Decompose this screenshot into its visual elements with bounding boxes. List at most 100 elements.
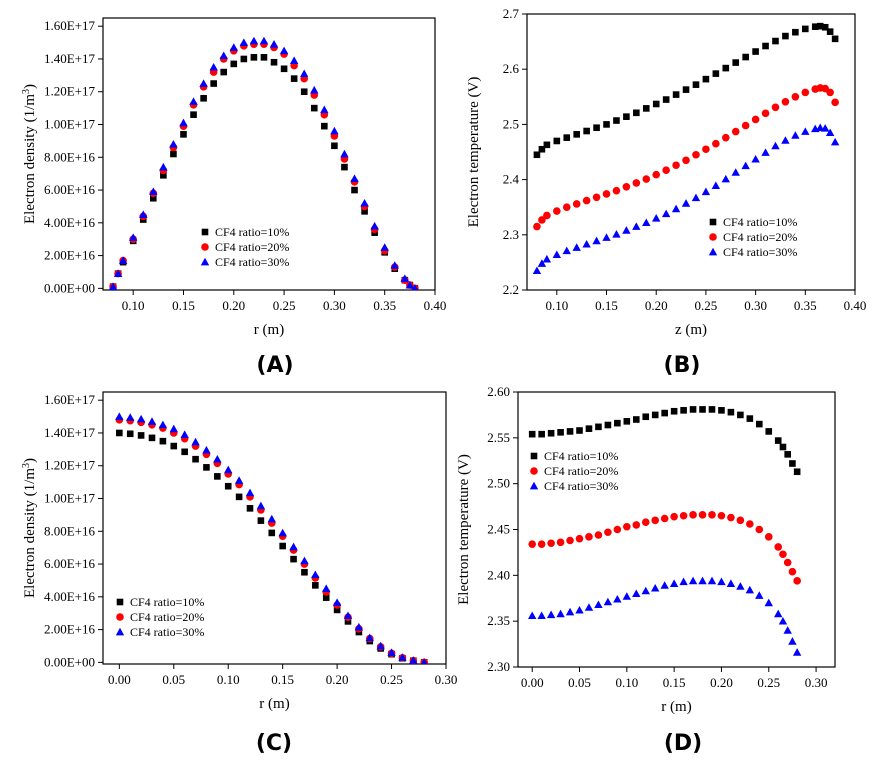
data-point-3 (330, 126, 339, 135)
data-point-3 (249, 36, 259, 45)
data-point-3 (830, 137, 840, 146)
data-point-3 (622, 226, 631, 234)
data-point-3 (267, 514, 276, 523)
data-point-1 (614, 419, 621, 427)
data-point-3 (199, 79, 208, 87)
data-point-2 (741, 121, 750, 130)
data-point-3 (681, 199, 691, 207)
x-tick-label: 0.25 (273, 298, 296, 313)
y-tick-label: 8.00E+16 (44, 523, 96, 538)
x-tick-label: 0.35 (794, 298, 817, 313)
data-point-2 (692, 150, 700, 159)
legend-marker (200, 257, 210, 266)
legend-label: CF4 ratio=20% (130, 610, 204, 624)
data-point-2 (660, 514, 669, 523)
y-tick-label: 1.20E+17 (44, 84, 96, 99)
y-tick-label: 2.45 (487, 522, 510, 537)
y-tick-label: 0.00E+00 (44, 654, 95, 669)
data-point-1 (310, 104, 318, 112)
data-point-2 (736, 516, 745, 525)
data-point-2 (788, 567, 797, 576)
x-tick-label: 0.35 (373, 298, 396, 313)
data-point-2 (594, 531, 603, 539)
data-point-3 (642, 218, 651, 227)
data-point-2 (793, 577, 801, 585)
x-tick-label: 0.05 (162, 672, 185, 687)
data-point-1 (246, 505, 254, 512)
data-point-1 (593, 124, 600, 132)
data-point-1 (270, 58, 278, 66)
data-point-1 (732, 59, 740, 66)
legend-marker (116, 598, 124, 606)
data-point-1 (632, 416, 640, 423)
data-point-3 (527, 611, 537, 620)
data-point-3 (179, 118, 188, 127)
data-point-1 (300, 88, 308, 96)
data-point-3 (717, 577, 726, 586)
data-point-3 (300, 556, 309, 565)
legend-label: CF4 ratio=10% (130, 595, 204, 609)
y-tick-label: 2.35 (487, 613, 510, 628)
data-point-3 (542, 254, 552, 263)
data-point-2 (751, 115, 760, 124)
data-point-3 (234, 476, 244, 484)
data-point-1 (772, 37, 779, 45)
data-point-3 (584, 603, 594, 611)
data-point-3 (783, 626, 792, 634)
data-point-3 (370, 221, 379, 230)
data-point-2 (528, 540, 536, 548)
data-point-3 (139, 210, 148, 218)
data-point-3 (820, 124, 830, 132)
data-point-3 (332, 598, 342, 606)
data-point-3 (632, 222, 641, 230)
data-point-1 (831, 35, 839, 43)
data-point-3 (751, 154, 760, 163)
data-point-1 (543, 141, 551, 149)
x-tick-label: 0.15 (271, 672, 294, 687)
data-point-2 (682, 156, 690, 165)
legend-marker (530, 452, 538, 460)
data-point-2 (761, 109, 770, 118)
y-tick-label: 2.2 (503, 282, 519, 297)
chart-panel-d: 0.00 0.05 0.10 0.15 0.20 0.25 0.30 2.30 2.35 2.40… (456, 384, 836, 756)
data-point-2 (612, 186, 621, 195)
data-point-1 (821, 23, 829, 31)
data-point-3 (322, 584, 331, 592)
data-point-3 (360, 198, 369, 207)
x-tick-label: 0.10 (217, 672, 240, 687)
legend-label: CF4 ratio=30% (544, 479, 618, 493)
legend-marker (708, 247, 718, 256)
data-point-3 (279, 46, 289, 55)
plot-frame (517, 391, 836, 668)
y-tick-label: 6.00E+16 (44, 182, 96, 197)
x-tick-label: 0.00 (521, 675, 544, 690)
data-point-3 (660, 581, 669, 589)
data-point-1 (361, 208, 368, 215)
data-point-2 (562, 203, 571, 211)
data-point-1 (137, 432, 145, 439)
data-point-1 (613, 117, 620, 124)
data-point-2 (746, 520, 754, 528)
data-point-3 (622, 592, 632, 600)
data-point-3 (575, 605, 584, 614)
y-tick-label: 2.50 (487, 476, 510, 491)
data-point-1 (563, 134, 571, 141)
data-point-3 (224, 465, 233, 474)
y-tick-label: 1.40E+17 (44, 51, 96, 66)
data-point-1 (547, 429, 555, 437)
data-point-3 (698, 576, 707, 585)
data-point-1 (708, 406, 716, 413)
data-point-3 (745, 585, 755, 594)
data-point-2 (662, 166, 670, 175)
data-point-3 (289, 56, 299, 64)
data-point-1 (811, 23, 819, 30)
data-point-1 (528, 430, 536, 438)
x-tick-label: 0.30 (435, 672, 458, 687)
x-tick-label: 0.25 (380, 672, 403, 687)
data-points (115, 412, 429, 664)
data-point-3 (632, 589, 641, 598)
data-point-3 (113, 269, 123, 277)
x-axis-label: r (m) (661, 699, 691, 715)
data-point-2 (783, 558, 792, 567)
y-tick-label: 1.00E+17 (44, 117, 96, 132)
